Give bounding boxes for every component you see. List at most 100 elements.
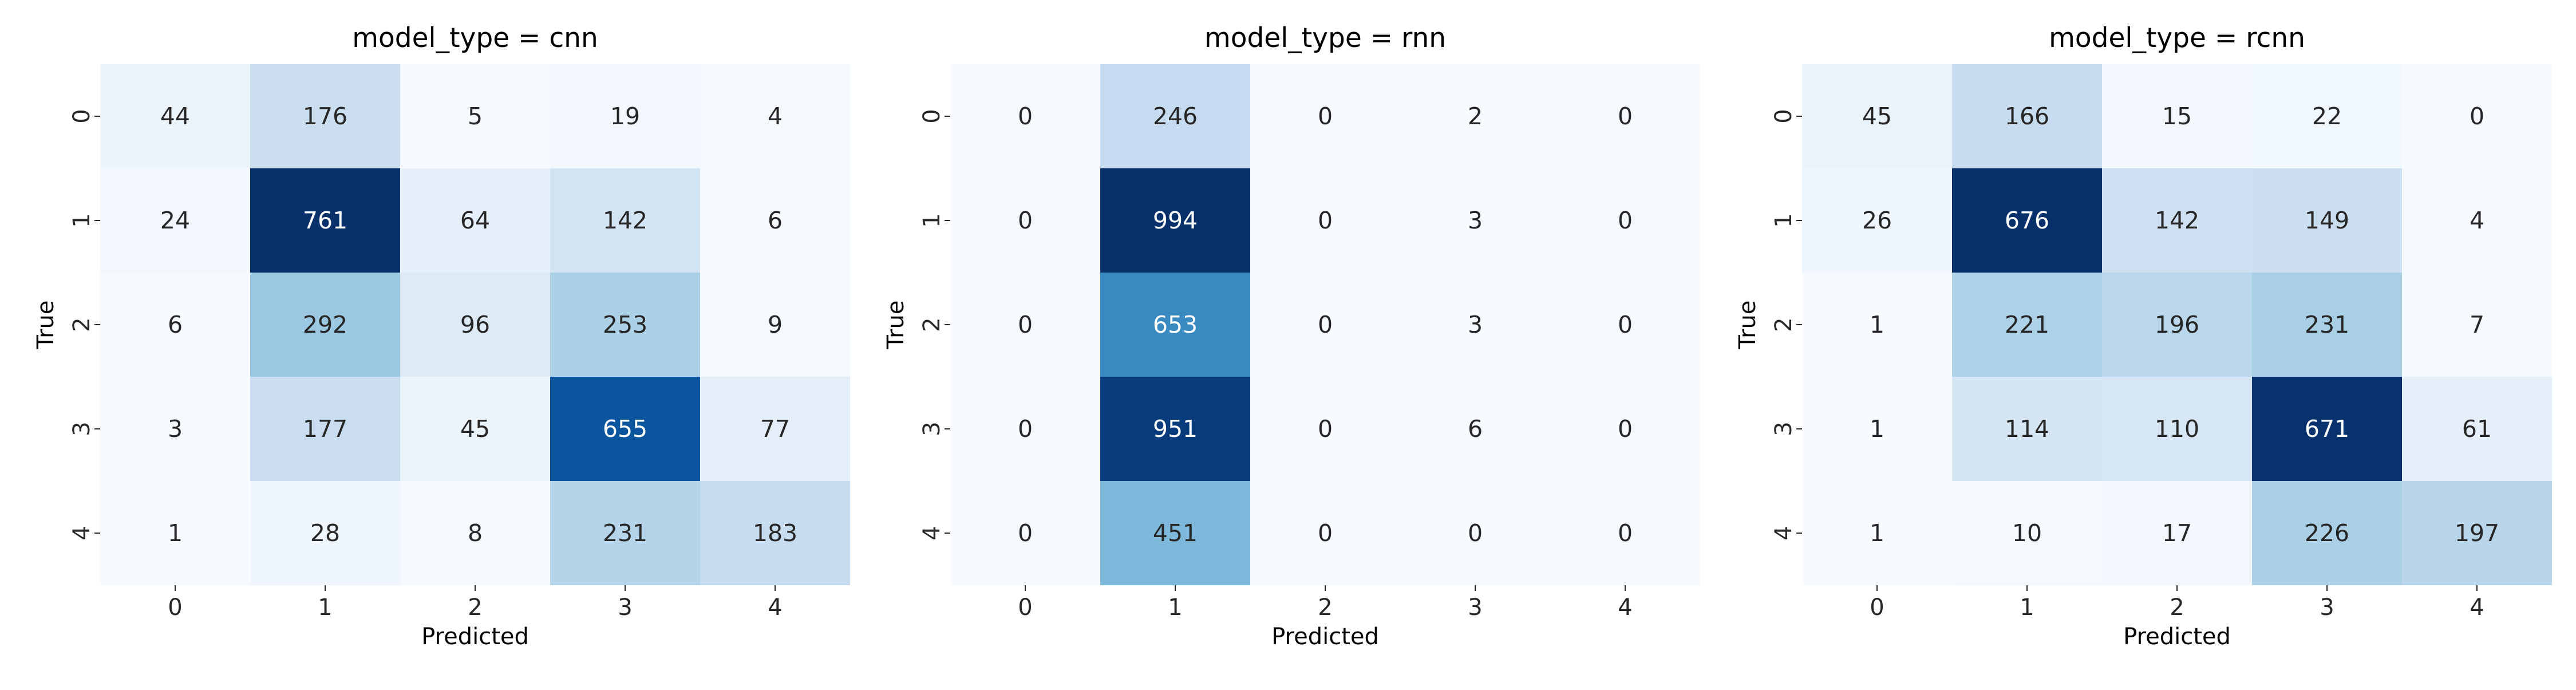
x-axis-label: Predicted — [421, 624, 529, 650]
cell-value-label: 4 — [768, 102, 783, 130]
heatmap-cell — [1250, 481, 1400, 585]
heatmap-panel-0: 44 176 5 19 424 761 64 142 66 292 96 253 93 177 45 655 7… — [33, 22, 850, 650]
heatmap-cell — [250, 64, 400, 168]
x-tick-label: 4 — [1618, 594, 1632, 621]
cell-value-label: 44 — [160, 102, 190, 130]
heatmap-cell — [2102, 377, 2252, 481]
cell-value-label: 0 — [1318, 102, 1333, 130]
y-axis-label: True — [1735, 301, 1761, 350]
heatmap-cell — [2402, 377, 2552, 481]
cell-value-label: 166 — [2005, 102, 2049, 130]
cell-value-label: 292 — [303, 311, 347, 338]
panel-title: model_type = cnn — [352, 22, 598, 54]
cell-value-label: 3 — [1468, 207, 1483, 234]
cell-value-label: 110 — [2155, 415, 2199, 443]
cell-value-label: 0 — [1018, 102, 1033, 130]
cell-value-label: 45 — [1862, 102, 1892, 130]
heatmap-cell — [1952, 481, 2102, 585]
heatmap-cell — [1400, 64, 1550, 168]
cell-value-label: 0 — [1618, 207, 1633, 234]
heatmap-cell — [2252, 168, 2402, 273]
cell-value-label: 1 — [1870, 519, 1884, 547]
cell-value-label: 0 — [1018, 415, 1033, 443]
heatmap-cell — [400, 377, 550, 481]
x-tick-label: 4 — [768, 594, 782, 621]
cell-value-label: 0 — [1318, 519, 1333, 547]
heatmap-cell — [2402, 64, 2552, 168]
cell-value-label: 5 — [468, 102, 483, 130]
x-tick-label: 1 — [2020, 594, 2034, 621]
y-tick-label: 3 — [1771, 421, 1797, 436]
heatmap-cell — [250, 168, 400, 273]
cell-value-label: 0 — [1318, 415, 1333, 443]
cell-value-label: 28 — [310, 519, 340, 547]
cell-value-label: 676 — [2005, 207, 2049, 234]
x-tick-label: 2 — [2170, 594, 2184, 621]
cell-value-label: 26 — [1862, 207, 1892, 234]
heatmap-cell — [1100, 377, 1250, 481]
cell-value-label: 22 — [2312, 102, 2342, 130]
heatmap-panel-2: 45 166 15 22 026 676 142 149 41 221 196 231 71 114 110… — [1735, 22, 2552, 650]
cell-value-label: 0 — [1618, 102, 1633, 130]
x-tick-label: 0 — [1018, 594, 1032, 621]
heatmap-cell — [2252, 377, 2402, 481]
heatmap-cell — [1952, 377, 2102, 481]
heatmap-cell — [1802, 481, 1952, 585]
heatmap-cell — [250, 273, 400, 377]
heatmap-cell — [2102, 168, 2252, 273]
heatmap-cell — [400, 168, 550, 273]
cell-value-label: 77 — [760, 415, 790, 443]
cell-value-label: 24 — [160, 207, 190, 234]
cell-value-label: 0 — [1618, 519, 1633, 547]
cell-value-label: 142 — [603, 207, 647, 234]
panel-title: model_type = rcnn — [2049, 22, 2305, 54]
heatmap-cell — [550, 64, 700, 168]
cell-value-label: 0 — [1018, 311, 1033, 338]
y-tick-label: 2 — [1771, 317, 1797, 332]
heatmap-cell — [700, 377, 850, 481]
y-axis-label: True — [33, 301, 59, 350]
heatmap-cell — [1802, 168, 1952, 273]
heatmap-cell — [950, 377, 1100, 481]
heatmap-cell — [2402, 168, 2552, 273]
heatmap-cell — [2102, 481, 2252, 585]
cell-value-label: 451 — [1153, 519, 1198, 547]
x-axis-label: Predicted — [1271, 624, 1379, 650]
y-tick-label: 1 — [1771, 213, 1797, 227]
y-tick-label: 3 — [919, 421, 945, 436]
heatmap-cell — [700, 64, 850, 168]
cell-value-label: 761 — [303, 207, 347, 234]
heatmap-cell — [2102, 273, 2252, 377]
heatmap-cell — [950, 64, 1100, 168]
heatmap-cell — [100, 168, 250, 273]
cell-value-label: 0 — [1618, 311, 1633, 338]
heatmap-cell — [250, 377, 400, 481]
cell-value-label: 671 — [2305, 415, 2349, 443]
cell-value-label: 9 — [768, 311, 783, 338]
panel-title: model_type = rnn — [1204, 22, 1446, 54]
cell-value-label: 655 — [603, 415, 647, 443]
heatmap-cell — [550, 377, 700, 481]
heatmap-cell — [1550, 168, 1700, 273]
heatmap-cell — [950, 273, 1100, 377]
heatmap-cell — [100, 273, 250, 377]
cell-value-label: 0 — [1318, 207, 1333, 234]
cell-value-label: 142 — [2155, 207, 2199, 234]
heatmap-cell — [1550, 377, 1700, 481]
cell-value-label: 0 — [2470, 102, 2484, 130]
cell-value-label: 951 — [1153, 415, 1198, 443]
heatmap-cell — [1100, 273, 1250, 377]
cell-value-label: 19 — [610, 102, 640, 130]
cell-value-label: 196 — [2155, 311, 2199, 338]
heatmap-cell — [700, 273, 850, 377]
x-tick-label: 0 — [1870, 594, 1884, 621]
heatmap-cell — [1250, 168, 1400, 273]
cell-value-label: 61 — [2462, 415, 2492, 443]
heatmap-cell — [1550, 64, 1700, 168]
x-tick-label: 4 — [2470, 594, 2484, 621]
heatmap-cell — [2402, 273, 2552, 377]
y-tick-label: 2 — [69, 317, 95, 332]
heatmap-cell — [100, 64, 250, 168]
heatmap-cell — [550, 168, 700, 273]
